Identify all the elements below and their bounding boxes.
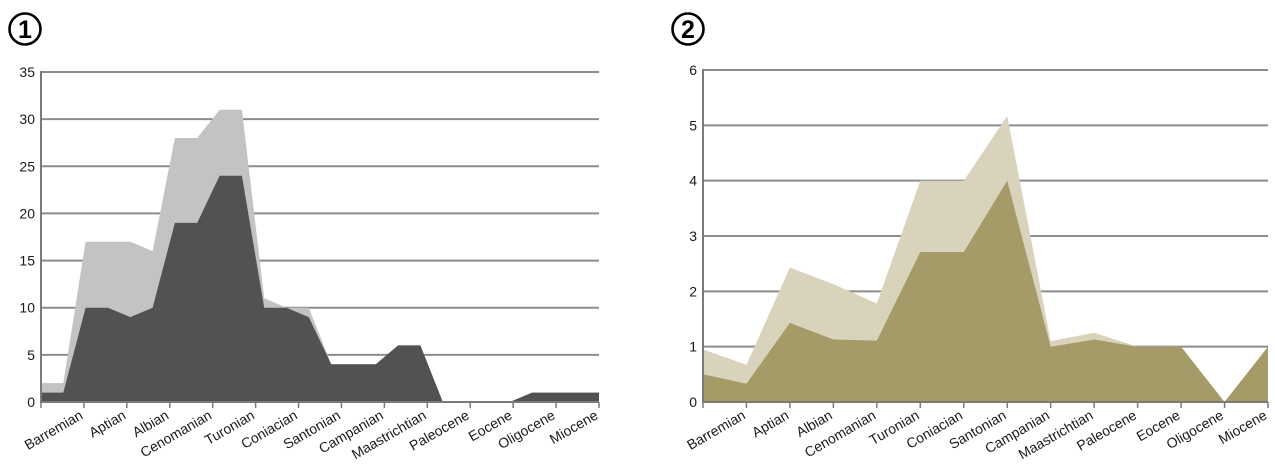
y-tick-label-30: 30 bbox=[19, 111, 35, 127]
x-tick-label-barremian: Barremian bbox=[684, 407, 748, 453]
y-tick-label-25: 25 bbox=[19, 158, 35, 174]
y-tick-label-4: 4 bbox=[689, 173, 697, 189]
y-tick-label-0: 0 bbox=[689, 394, 697, 410]
x-tick-label-aptian: Aptian bbox=[86, 407, 128, 441]
y-tick-label-2: 2 bbox=[689, 283, 697, 299]
x-tick-label-miocene: Miocene bbox=[1216, 407, 1270, 447]
panel-number-1: 1 bbox=[8, 12, 42, 46]
x-tick-label-aptian: Aptian bbox=[749, 407, 791, 441]
panel-number-ring bbox=[8, 12, 42, 46]
panel-number-2: 2 bbox=[671, 12, 705, 46]
panel-number-label: 1 bbox=[18, 16, 32, 44]
y-tick-label-6: 6 bbox=[689, 62, 697, 78]
y-tick-label-0: 0 bbox=[27, 394, 35, 410]
y-tick-label-3: 3 bbox=[689, 228, 697, 244]
y-tick-label-1: 1 bbox=[689, 339, 697, 355]
area-series-2 bbox=[703, 180, 1268, 402]
y-tick-label-35: 35 bbox=[19, 64, 35, 80]
area-series-2 bbox=[41, 175, 599, 402]
y-tick-label-5: 5 bbox=[27, 347, 35, 363]
x-tick-label-miocene: Miocene bbox=[547, 407, 601, 447]
panel-number-ring bbox=[671, 12, 705, 46]
panel-number-label: 2 bbox=[681, 16, 695, 44]
y-tick-label-10: 10 bbox=[19, 300, 35, 316]
y-tick-label-15: 15 bbox=[19, 253, 35, 269]
y-tick-label-5: 5 bbox=[689, 117, 697, 133]
x-tick-label-barremian: Barremian bbox=[21, 407, 85, 453]
y-tick-label-20: 20 bbox=[19, 205, 35, 221]
